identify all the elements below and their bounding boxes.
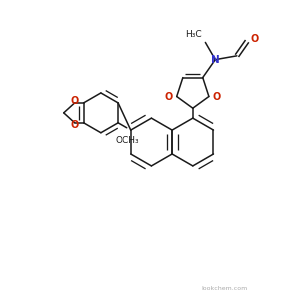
Text: O: O: [70, 120, 79, 130]
Text: O: O: [213, 92, 221, 103]
Text: lookchem.com: lookchem.com: [202, 286, 248, 291]
Text: N: N: [211, 55, 220, 64]
Text: O: O: [164, 92, 173, 103]
Text: O: O: [70, 96, 79, 106]
Text: O: O: [250, 34, 258, 44]
Text: H₃C: H₃C: [185, 30, 201, 39]
Text: OCH₃: OCH₃: [116, 136, 140, 145]
